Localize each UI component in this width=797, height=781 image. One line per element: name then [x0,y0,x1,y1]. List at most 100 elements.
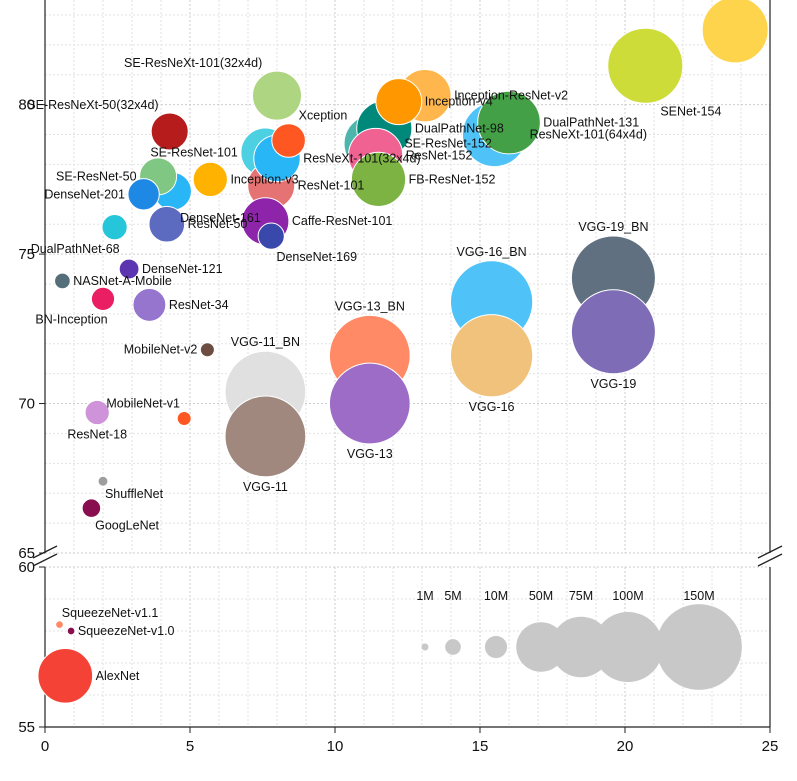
bubble-se-resnext-101-32x4d [252,70,302,121]
bubble-label-inception-resnet-v2: Inception-ResNet-v2 [454,89,568,103]
bubble-densenet-121 [118,258,140,280]
bubble-label-se-resnet-50: SE-ResNet-50 [56,169,137,183]
x-tick-label: 5 [186,738,194,755]
bubble-label-vgg-11-bn: VGG-11_BN [231,335,300,349]
bubble-dualpathnet-68 [101,214,128,241]
bubble-vgg-11 [224,395,307,478]
y-tick-label: 70 [18,396,35,413]
bubble-nasnet-a-large [701,0,769,64]
bubble-label-bn-inception: BN-Inception [35,313,107,327]
size-legend-label-1m: 1M [416,589,433,603]
bubble-vgg-19 [570,289,656,375]
bubble-label-squeezenet-v1-1: SqueezeNet-v1.1 [62,606,159,620]
x-tick-label: 20 [617,738,634,755]
bubble-label-caffe-resnet-101: Caffe-ResNet-101 [292,214,393,228]
bubble-se-resnext-50-32x4d [150,112,189,151]
bubble-label-vgg-11: VGG-11 [243,480,288,494]
bubble-label-vgg-13-bn: VGG-13_BN [335,299,405,313]
size-legend-label-100m: 100M [612,589,643,603]
bubble-resnet-50 [148,205,186,243]
size-legend: 1M 5M 10M 50M 75M 100M 150M [416,589,742,690]
bubble-label-resnext-101-32x4d: ResNeXt-101(32x4d) [303,151,420,165]
bubble-inception-v4 [375,78,423,126]
x-tick-label: 0 [41,738,49,755]
bubble-label-nasnet-a-mobile: NASNet-A-Mobile [73,274,172,288]
size-legend-circle-10m [484,635,508,659]
bubble-label-se-resnet-152: SE-ResNet-152 [404,136,492,150]
bubble-mobilenet-v1 [176,410,192,426]
x-tick-label: 25 [762,738,779,755]
bubble-shufflenet [97,475,109,487]
bubble-label-vgg-19: VGG-19 [590,377,636,391]
axes: 0 5 10 15 20 25 65 70 75 80 55 60 [18,0,778,755]
bubble-label-vgg-16-bn: VGG-16_BN [457,245,527,259]
bubble-label-resnet-101: ResNet-101 [298,178,365,192]
bubble-label-densenet-169: DenseNet-169 [276,250,357,264]
break-mark [757,553,783,567]
bubble-label-xception: Xception [299,109,348,123]
size-legend-label-10m: 10M [484,589,508,603]
size-legend-circle-5m [445,639,461,655]
y-tick-label: 55 [18,719,35,736]
bubbles [37,0,769,704]
bubble-label-vgg-13: VGG-13 [347,447,393,461]
bubble-fb-resnet-152 [350,151,407,207]
bubble-label-fb-resnet-152: FB-ResNet-152 [409,172,496,186]
bubble-labels: NASNet-A-LargeSENet-154Inception-ResNet-… [27,56,721,683]
bubble-label-densenet-201: DenseNet-201 [44,187,125,201]
size-legend-circle-1m [421,643,429,651]
size-legend-circle-75m [550,616,612,678]
break-mark [757,545,783,559]
x-tick-label: 15 [472,738,489,755]
bubble-label-resnet-18: ResNet-18 [67,428,127,442]
bubble-squeezenet-v1-0 [66,626,76,636]
bubble-label-dualpathnet-131: DualPathNet-131 [543,116,639,130]
bubble-senet-154 [607,27,684,104]
bubble-label-resnet-34: ResNet-34 [169,298,229,312]
bubble-label-shufflenet: ShuffleNet [105,487,164,501]
bubble-googlenet [81,498,102,518]
size-legend-circle-100m [593,612,663,682]
bubble-nasnet-a-mobile [54,272,71,290]
size-legend-circle-150m [656,604,742,690]
y-tick-label: 65 [18,545,35,562]
y-tick-label: 75 [18,246,35,263]
bubble-label-vgg-16: VGG-16 [469,400,515,414]
bubble-vgg-16 [449,314,534,398]
bubble-label-dualpathnet-68: DualPathNet-68 [31,242,120,256]
bubble-label-mobilenet-v1: MobileNet-v1 [106,396,180,410]
bubble-label-alexnet: AlexNet [96,669,140,683]
bubble-label-mobilenet-v2: MobileNet-v2 [124,343,198,357]
bubble-label-resnext-101-64x4d: ResNeXt-101(64x4d) [530,128,647,142]
bubble-vgg-13 [328,362,411,445]
bubble-xception [271,123,306,158]
bubble-label-resnet-152: ResNet-152 [406,148,473,162]
size-legend-label-150m: 150M [683,589,714,603]
y-tick-label: 80 [18,97,35,114]
size-legend-label-50m: 50M [529,589,553,603]
bubble-label-resnet-50: ResNet-50 [188,217,248,231]
bubble-label-densenet-121: DenseNet-121 [142,262,223,276]
bubble-label-squeezenet-v1-0: SqueezeNet-v1.0 [78,624,175,638]
bubble-label-inception-v3: Inception-v3 [230,172,298,186]
bubble-label-densenet-161: DenseNet-161 [180,211,261,225]
size-legend-label-75m: 75M [569,589,593,603]
bubble-label-se-resnext-50-32x4d: SE-ResNeXt-50(32x4d) [27,98,158,112]
bubble-label-vgg-19-bn: VGG-19_BN [578,220,648,234]
bubble-alexnet [37,647,94,704]
bubble-label-dualpathnet-98: DualPathNet-98 [415,122,504,136]
y-tick-label: 60 [18,559,35,576]
bubble-resnet-18 [84,399,110,426]
bubble-inception-v3 [192,161,228,197]
bubble-label-senet-154: SENet-154 [660,104,721,118]
break-mark [32,545,58,559]
bubble-densenet-169 [257,222,285,250]
bubble-resnet-34 [132,287,167,322]
bubble-label-se-resnext-101-32x4d: SE-ResNeXt-101(32x4d) [124,56,262,70]
bubble-mobilenet-v2 [199,342,215,358]
bubble-dualpathnet-131 [477,90,541,155]
x-tick-label: 10 [327,738,344,755]
bubble-densenet-201 [127,178,160,211]
axis-break-marks [32,545,783,567]
